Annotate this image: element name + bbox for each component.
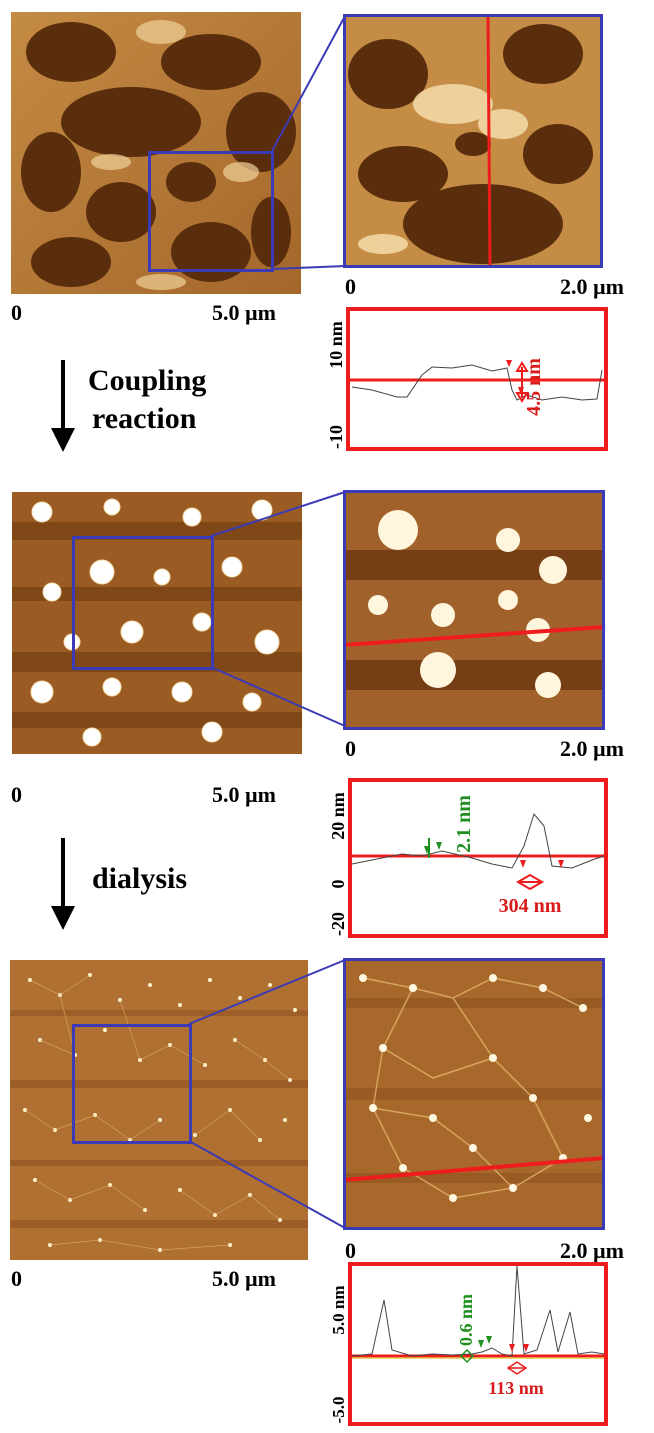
step-label-line-1: dialysis — [92, 862, 188, 895]
overview-scale-start: 0 — [11, 300, 22, 325]
zoom-scale-start: 0 — [345, 1238, 356, 1263]
afm-image-pristine-zoom — [343, 14, 603, 268]
profile-marker-b — [523, 1344, 529, 1352]
panel-1: 0 5.0 µm 0 2.0 µm 4.5 nm 10 nm -10 — [0, 0, 654, 460]
profile-trace — [351, 364, 603, 401]
afm-image-dialyzed-zoom — [343, 958, 605, 1230]
zoom-scale-end: 2.0 µm — [560, 274, 625, 299]
profile-annotation-height: 4.5 nm — [523, 358, 545, 416]
y-axis-bottom: -20 — [328, 912, 348, 936]
height-profile-3: 0.6 nm 113 nm 5.0 nm -5.0 — [329, 1262, 608, 1426]
zoom-region-box — [72, 536, 214, 670]
overview-scale-start: 0 — [11, 1266, 22, 1291]
overview-scale-end: 5.0 µm — [212, 1266, 277, 1291]
zoom-region-box — [148, 151, 274, 272]
zoom-scale-start: 0 — [345, 736, 356, 761]
height-profile-2: 2.1 nm 304 nm 20 nm 0 -20 — [328, 778, 608, 938]
step-arrow-2 — [51, 838, 75, 930]
step-arrow-1 — [51, 360, 75, 452]
panel-2: 0 5.0 µm 0 2.0 µm 2.1 nm 304 nm 20 nm 0 … — [0, 480, 654, 950]
step-label-coupling: Coupling reaction — [88, 362, 206, 437]
profile-marker-a — [509, 1344, 515, 1352]
profile-marker-a — [506, 360, 512, 367]
height-profile-1: 4.5 nm 10 nm -10 — [326, 307, 608, 451]
overview-scale-start: 0 — [11, 782, 22, 807]
zoom-frame — [343, 958, 605, 1230]
step-label-dialysis: dialysis — [92, 860, 187, 898]
afm-image-coupled-overview — [12, 492, 302, 754]
step-label-line-1: Coupling — [88, 364, 207, 397]
zoom-region-box — [72, 1024, 192, 1144]
zoom-connector-lines — [271, 15, 346, 270]
zoom-scale-start: 0 — [345, 274, 356, 299]
overview-scale-end: 5.0 µm — [212, 300, 277, 325]
profile-annotation-width: 304 nm — [499, 895, 562, 917]
profile-marker-a — [520, 860, 526, 868]
y-axis-bottom: -10 — [326, 425, 346, 449]
afm-image-coupled-zoom — [343, 490, 605, 730]
y-axis-top: 10 nm — [326, 321, 346, 369]
profile-trace — [351, 812, 605, 869]
zoom-scale-end: 2.0 µm — [560, 736, 625, 761]
y-axis-mid: 0 — [328, 880, 348, 889]
profile-annotation-height: 2.1 nm — [453, 795, 475, 853]
zoom-frame — [343, 490, 605, 730]
y-axis-top: 20 nm — [328, 792, 348, 840]
y-axis-bottom: -5.0 — [329, 1397, 348, 1424]
profile-trace — [351, 1265, 605, 1357]
overview-scale-end: 5.0 µm — [212, 782, 277, 807]
afm-image-dialyzed-overview — [10, 960, 308, 1260]
zoom-frame — [343, 14, 603, 268]
step-label-line-2: reaction — [92, 401, 197, 435]
zoom-connector-lines — [210, 491, 346, 727]
y-axis-top: 5.0 nm — [329, 1285, 348, 1334]
zoom-connector-lines — [188, 959, 346, 1229]
zoom-scale-end: 2.0 µm — [560, 1238, 625, 1263]
profile-marker-b — [558, 860, 564, 868]
profile-annotation-height: 0.6 nm — [456, 1294, 476, 1346]
panel-3: 0 5.0 µm 0 2.0 µm 0.6 nm 113 nm 5.0 nm -… — [0, 950, 654, 1433]
profile-annotation-width: 113 nm — [488, 1378, 544, 1398]
